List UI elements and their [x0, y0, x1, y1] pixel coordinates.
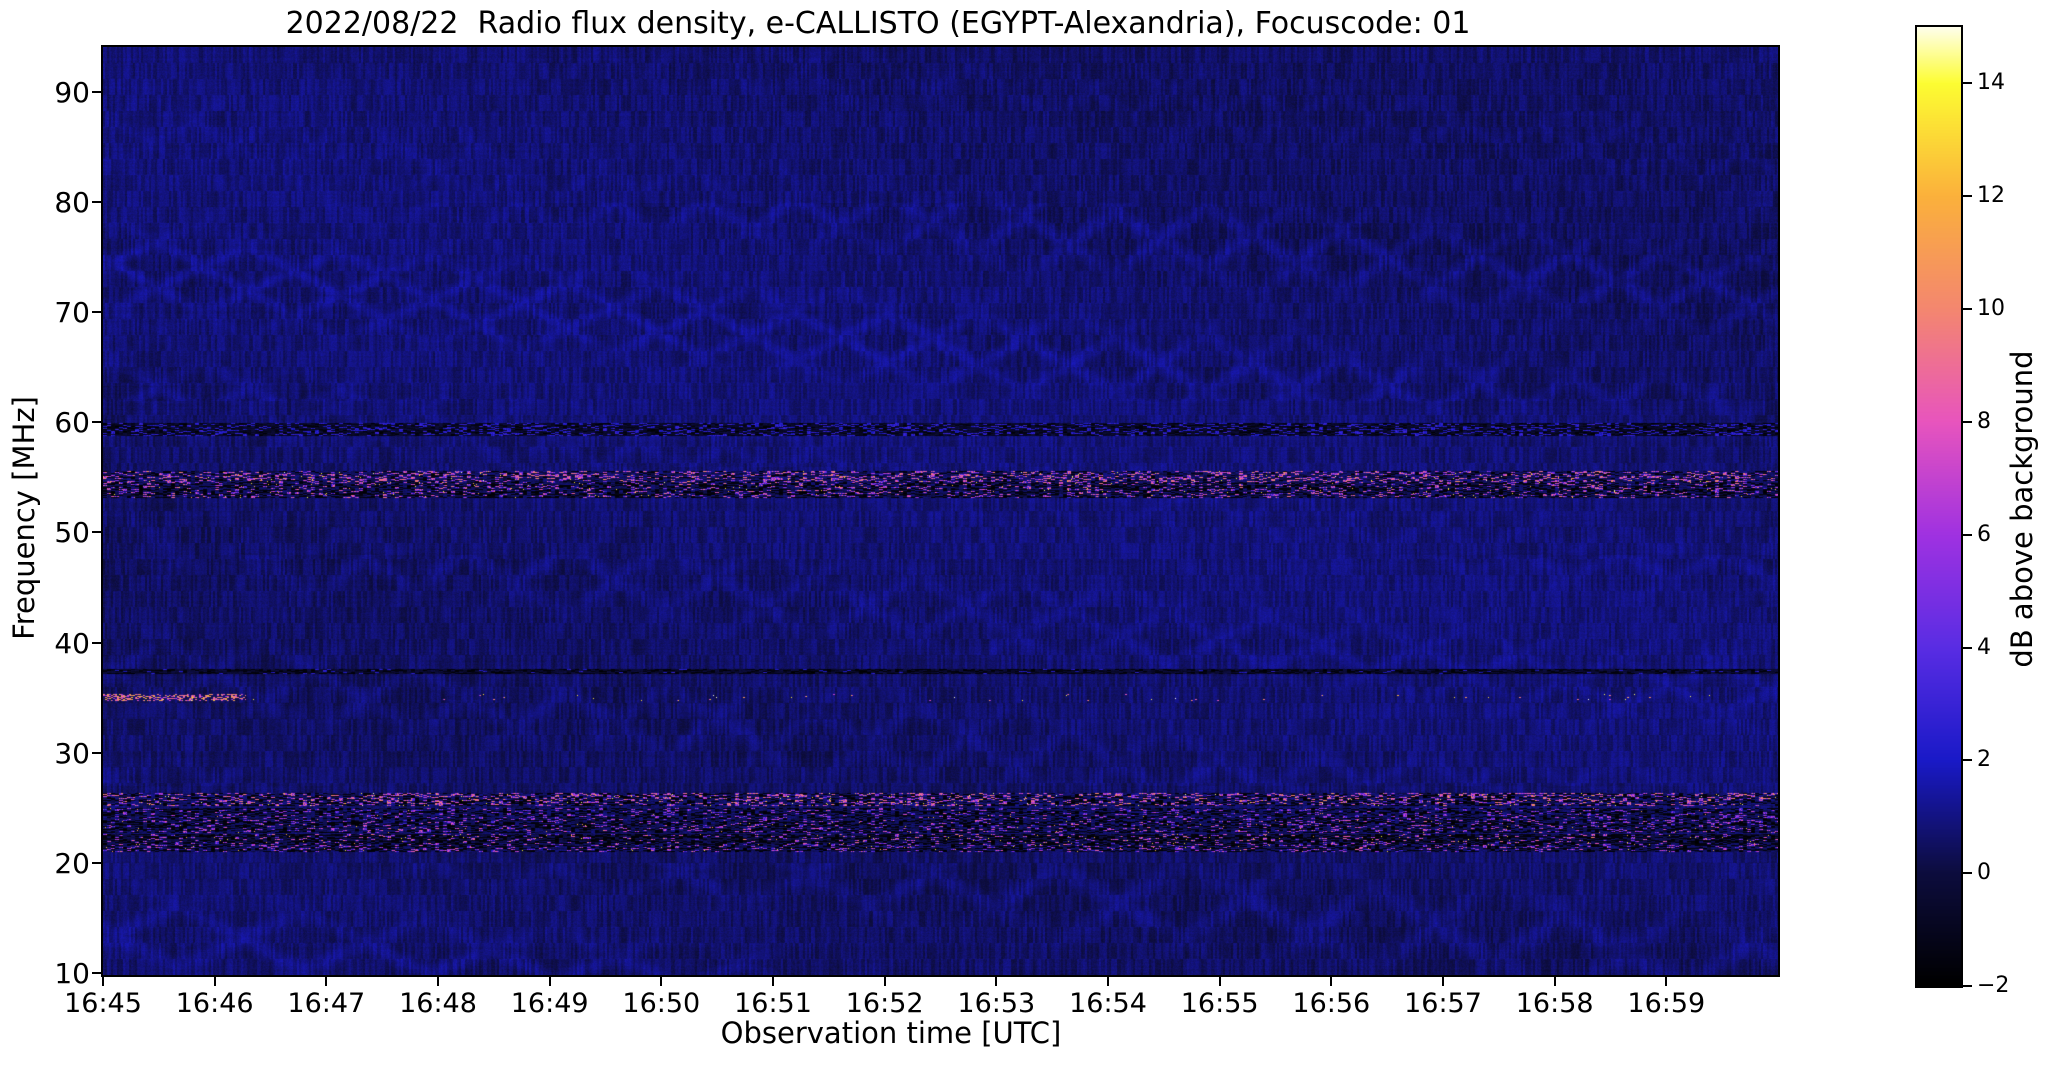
- colorbar-tick-label: 4: [1977, 634, 1991, 660]
- x-axis-tick: [325, 977, 328, 986]
- x-axis-tick: [1218, 977, 1221, 986]
- x-axis-tick: [772, 977, 774, 986]
- x-axis-tick: [1442, 977, 1444, 986]
- colorbar-tick-label: 0: [1977, 860, 1991, 886]
- x-axis-tick: [660, 977, 663, 986]
- colorbar-tick-label: 12: [1977, 183, 2005, 209]
- x-axis-tick-label: 16:59: [1627, 988, 1706, 1019]
- y-axis-label: Frequency [MHz]: [7, 396, 41, 640]
- x-axis-tick-label: 16:49: [510, 988, 589, 1019]
- y-axis-tick: [92, 201, 101, 204]
- colorbar-tick: [1963, 872, 1972, 875]
- colorbar-tick: [1963, 759, 1972, 762]
- colorbar-tick: [1963, 646, 1972, 649]
- y-axis-tick-label: 10: [54, 956, 90, 990]
- colorbar-tick-label: 2: [1977, 747, 1991, 773]
- colorbar-tick: [1963, 420, 1972, 423]
- colorbar-gradient: [1917, 27, 1961, 986]
- y-axis-tick-label: 70: [54, 296, 90, 330]
- x-axis-tick: [1665, 977, 1668, 986]
- colorbar-tick-label: −2: [1977, 973, 2010, 998]
- y-axis-tick-label: 80: [54, 186, 90, 220]
- colorbar-tick-label: 10: [1977, 296, 2005, 322]
- x-axis-tick-label: 16:45: [64, 988, 142, 1019]
- x-axis-tick: [437, 977, 439, 986]
- x-axis-tick-label: 16:52: [845, 988, 924, 1019]
- x-axis-tick: [102, 977, 104, 986]
- y-axis-tick-label: 20: [54, 846, 90, 880]
- x-axis-tick: [1107, 977, 1109, 986]
- y-axis-tick-label: 30: [54, 736, 90, 770]
- x-axis-tick: [548, 977, 551, 986]
- colorbar-tick: [1963, 985, 1972, 987]
- x-axis-tick-label: 16:53: [957, 988, 1036, 1019]
- x-axis-tick-label: 16:54: [1069, 988, 1147, 1019]
- colorbar-tick: [1963, 533, 1972, 536]
- y-axis-tick: [92, 421, 101, 424]
- y-axis-tick: [92, 311, 101, 314]
- chart-title: 2022/08/22 Radio flux density, e-CALLIST…: [285, 6, 1471, 41]
- x-axis-tick-label: 16:46: [175, 988, 254, 1019]
- y-axis-tick: [92, 641, 101, 644]
- spectrogram-heatmap: [103, 47, 1778, 975]
- x-axis-tick: [1553, 977, 1556, 986]
- x-axis-tick: [883, 977, 886, 986]
- x-axis-tick-label: 16:57: [1404, 988, 1482, 1019]
- y-axis-tick-label: 90: [54, 76, 90, 110]
- colorbar-tick-label: 8: [1977, 408, 1991, 434]
- x-axis-tick: [995, 977, 998, 986]
- colorbar-tick: [1963, 195, 1972, 198]
- colorbar-label: dB above background: [2005, 350, 2039, 668]
- y-axis-tick: [92, 861, 101, 864]
- colorbar-tick: [1963, 82, 1972, 85]
- y-axis-tick: [92, 971, 101, 974]
- x-axis-tick-label: 16:48: [399, 988, 477, 1019]
- x-axis-tick-label: 16:51: [734, 988, 812, 1019]
- y-axis-tick: [92, 91, 101, 94]
- y-axis-tick: [92, 751, 101, 754]
- colorbar-tick-label: 14: [1977, 70, 2005, 96]
- x-axis-tick-label: 16:50: [622, 988, 701, 1019]
- x-axis-tick: [213, 977, 216, 986]
- x-axis-label: Observation time [UTC]: [720, 1016, 1062, 1050]
- x-axis-tick-label: 16:56: [1292, 988, 1371, 1019]
- x-axis-tick-label: 16:58: [1515, 988, 1594, 1019]
- y-axis-tick-label: 40: [54, 626, 90, 660]
- y-axis-tick-label: 50: [54, 516, 90, 550]
- colorbar-tick: [1963, 308, 1972, 311]
- y-axis-tick-label: 60: [54, 406, 90, 440]
- y-axis-tick: [92, 531, 101, 534]
- x-axis-tick: [1330, 977, 1333, 986]
- colorbar-tick-label: 6: [1977, 521, 1991, 547]
- x-axis-tick-label: 16:47: [287, 988, 366, 1019]
- x-axis-tick-label: 16:55: [1180, 988, 1259, 1019]
